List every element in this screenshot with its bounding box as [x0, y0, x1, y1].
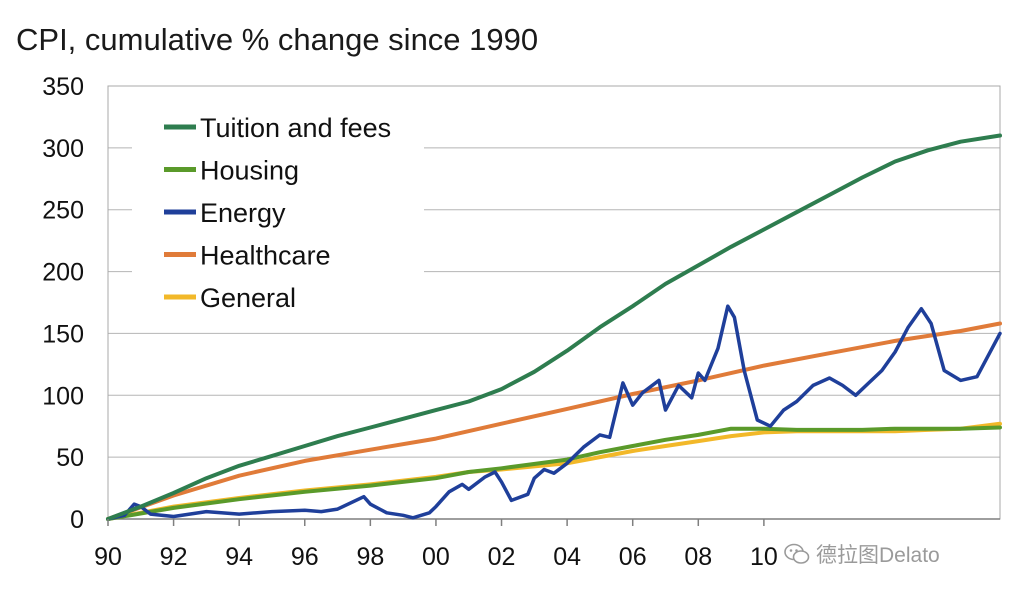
- x-tick-label-00: 00: [422, 543, 450, 571]
- watermark-text: 德拉图Delato: [816, 544, 940, 567]
- wechat-watermark: 德拉图Delato: [784, 540, 940, 568]
- y-tick-label-100: 100: [42, 382, 84, 410]
- x-tick-label-98: 98: [356, 543, 384, 571]
- x-tick-label-06: 06: [619, 543, 647, 571]
- series-line-housing: [106, 425, 1002, 521]
- y-tick-label-0: 0: [70, 506, 84, 534]
- x-tick-label-94: 94: [225, 543, 253, 571]
- series-line-tuition-and-fees: [106, 133, 1002, 521]
- series-line-healthcare: [106, 321, 1002, 521]
- x-tick-label-10: 10: [750, 543, 778, 571]
- series-lines: [106, 133, 1002, 521]
- x-tick-label-90: 90: [94, 543, 122, 571]
- series-line-energy: [106, 304, 1002, 521]
- x-tick-label-02: 02: [488, 543, 516, 571]
- x-tick-label-04: 04: [553, 543, 581, 571]
- y-tick-label-50: 50: [56, 444, 84, 472]
- x-tick-label-96: 96: [291, 543, 319, 571]
- axis-ticks: 0 50 100 150 200 250 300 350 90 92 94 96 98 00 02 04 06 0…: [42, 73, 778, 571]
- legend-label-general: General: [200, 283, 296, 313]
- legend-label-tuition-and-fees: Tuition and fees: [200, 113, 391, 143]
- legend: Tuition and fees Housing Energy Healthcare G…: [132, 104, 424, 330]
- y-tick-label-300: 300: [42, 135, 84, 163]
- legend-label-healthcare: Healthcare: [200, 241, 331, 271]
- wechat-icon: [784, 543, 810, 564]
- y-tick-label-200: 200: [42, 259, 84, 287]
- x-tick-label-08: 08: [684, 543, 712, 571]
- y-tick-label-150: 150: [42, 320, 84, 348]
- chart-title: CPI, cumulative % change since 1990: [16, 22, 539, 57]
- y-tick-label-350: 350: [42, 73, 84, 101]
- x-tick-label-92: 92: [160, 543, 188, 571]
- legend-label-housing: Housing: [200, 156, 299, 186]
- legend-background: [132, 104, 424, 330]
- legend-label-energy: Energy: [200, 198, 286, 228]
- y-tick-label-250: 250: [42, 197, 84, 225]
